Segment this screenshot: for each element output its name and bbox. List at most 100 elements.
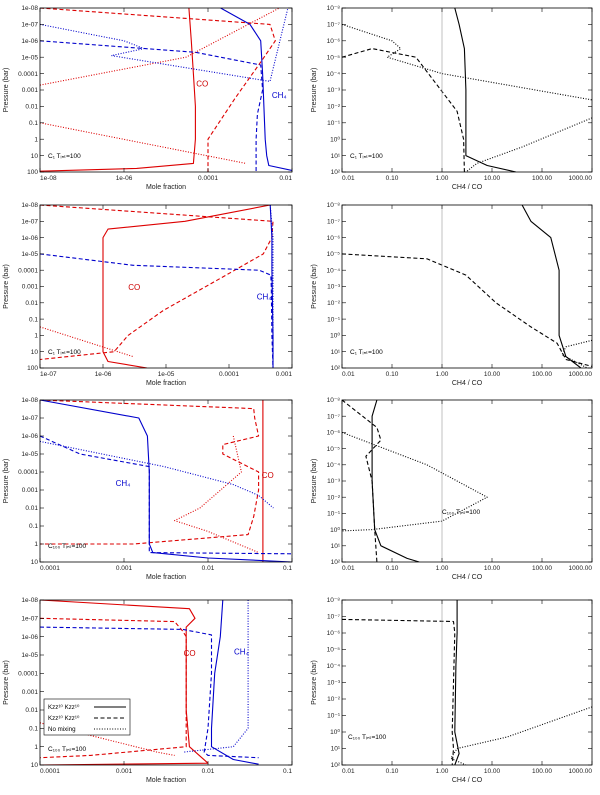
y-tick-label: 10⁰	[330, 332, 340, 340]
series-line-3	[40, 122, 247, 164]
y-axis-label: Pressure (bar)	[3, 660, 10, 705]
panel-ratio-1: 10⁻⁸ 10⁻⁷ 10⁻⁶ 10⁻⁵ 10⁻⁴ 10⁻³ 10⁻² 10⁻¹ 10⁰ 10¹ 10…	[311, 5, 593, 191]
y-tick-label: 10	[31, 349, 39, 356]
y-tick-label: 10⁻⁴	[327, 267, 341, 274]
case-label: C₁ Tᵢₙₜ=100	[350, 153, 383, 160]
x-axis-label: Mole fraction	[146, 184, 186, 191]
y-axis-label: Pressure (bar)	[3, 264, 10, 309]
case-label: C₁₀₀ Tᵢₙₜ=100	[48, 543, 86, 550]
y-tick-label: 1e-07	[21, 219, 38, 226]
x-tick-label: 1e-05	[158, 371, 175, 378]
series-line-5	[40, 40, 264, 172]
species-label: CO	[196, 80, 208, 89]
y-tick-label: 1e-08	[21, 397, 38, 404]
y-tick-label: 10⁻¹	[327, 713, 341, 720]
series-line-1	[40, 205, 274, 361]
y-tick-label: 1	[34, 744, 38, 751]
plot-frame	[39, 599, 293, 766]
y-tick-label: 0.1	[29, 726, 38, 733]
y-tick-label: 10⁻⁸	[327, 202, 341, 209]
x-axis-label: Mole fraction	[146, 574, 186, 581]
x-tick-label: 0.001	[276, 371, 293, 378]
series-line-0	[454, 8, 517, 172]
series-line-5	[269, 205, 274, 368]
y-tick-label: 10⁻²	[327, 696, 341, 703]
x-tick-label: 1.00	[436, 565, 449, 572]
x-tick-label: 1.00	[436, 371, 449, 378]
x-tick-label: 10.00	[484, 768, 501, 775]
y-tick-label: 10⁻¹	[327, 120, 341, 127]
y-tick-label: 10⁻⁸	[327, 5, 341, 12]
y-tick-label: 10⁻⁵	[327, 54, 341, 61]
species-label: CO	[128, 283, 140, 292]
y-tick-label: 10⁻³	[327, 284, 341, 291]
y-tick-label: 1e-06	[21, 38, 38, 45]
series-line-1	[40, 617, 187, 759]
case-label: C₁₀₀ Tᵢₙₜ=100	[442, 509, 480, 516]
x-axis-label: Mole fraction	[146, 380, 186, 387]
y-tick-label: 1e-08	[21, 202, 38, 209]
series-line-0	[454, 600, 460, 765]
y-tick-label: 0.1	[29, 523, 38, 530]
y-tick-label: 10²	[331, 762, 341, 769]
y-tick-label: 10⁻⁴	[327, 663, 341, 670]
y-tick-label: 1	[34, 136, 38, 143]
y-tick-label: 10⁻⁴	[327, 71, 341, 78]
series-line-0	[40, 600, 209, 765]
species-label: CH₄	[116, 479, 131, 488]
series-line-0	[102, 205, 271, 368]
y-tick-label: 0.1	[29, 120, 38, 127]
x-tick-label: 1e-08	[40, 175, 57, 182]
x-tick-label: 0.10	[386, 175, 399, 182]
legend-entry-label: Kzz¹⁰ Kzz¹⁰	[48, 715, 80, 722]
series-line-0	[521, 205, 582, 368]
x-tick-label: 1000.00	[569, 565, 593, 572]
y-axis-label: Pressure (bar)	[3, 459, 10, 504]
plot-frame	[341, 7, 593, 173]
species-label: CH₄	[257, 293, 272, 302]
series-line-4	[40, 435, 292, 555]
series-line-1	[342, 400, 382, 562]
y-tick-label: 0.01	[25, 104, 38, 111]
x-tick-label: 1000.00	[569, 175, 593, 182]
y-tick-label: 10¹	[331, 543, 341, 550]
x-axis-label: CH4 / CO	[452, 574, 483, 581]
x-tick-label: 0.001	[116, 768, 133, 775]
y-tick-label: 1e-08	[21, 5, 38, 12]
x-tick-label: 1e-06	[116, 175, 133, 182]
y-tick-label: 10⁻⁸	[327, 597, 341, 604]
y-tick-label: 1e-05	[21, 451, 38, 458]
x-axis-label: CH4 / CO	[452, 380, 483, 387]
series-line-1	[40, 400, 260, 545]
x-tick-label: 1e-07	[40, 371, 57, 378]
y-axis-label: Pressure (bar)	[311, 68, 318, 113]
y-tick-label: 1	[34, 333, 38, 340]
y-tick-label: 1	[34, 541, 38, 548]
series-line-1	[40, 8, 276, 172]
series-line-2	[40, 8, 280, 86]
series-line-2	[561, 339, 592, 368]
series-line-3	[465, 117, 592, 172]
x-tick-label: 100.00	[532, 768, 552, 775]
y-tick-label: 10²	[331, 559, 341, 566]
x-tick-label: 1.00	[436, 175, 449, 182]
y-tick-label: 10	[31, 762, 39, 769]
panel-mixing-ratio-3: 1e-08 1e-07 1e-06 1e-05 0.0001 0.001 0.01 0.1 1 1…	[3, 397, 293, 581]
x-tick-label: 0.1	[283, 565, 292, 572]
y-tick-label: 10²	[331, 169, 341, 176]
series-line-6	[40, 8, 289, 82]
y-tick-label: 10	[31, 559, 39, 566]
case-label: C₁ Tᵢₙₜ=100	[48, 349, 81, 356]
y-tick-label: 1e-05	[21, 251, 38, 258]
series-line-5	[40, 440, 274, 509]
y-tick-label: 10⁻¹	[327, 511, 341, 518]
series-line-3	[210, 600, 259, 765]
x-tick-label: 0.01	[202, 565, 215, 572]
y-tick-label: 0.0001	[18, 469, 38, 476]
x-tick-label: 0.0001	[198, 175, 218, 182]
series-line-2	[342, 431, 488, 532]
series-line-2	[450, 706, 592, 765]
x-tick-label: 0.10	[386, 371, 399, 378]
y-tick-label: 10⁻⁷	[327, 22, 341, 29]
series-line-5	[182, 600, 249, 753]
